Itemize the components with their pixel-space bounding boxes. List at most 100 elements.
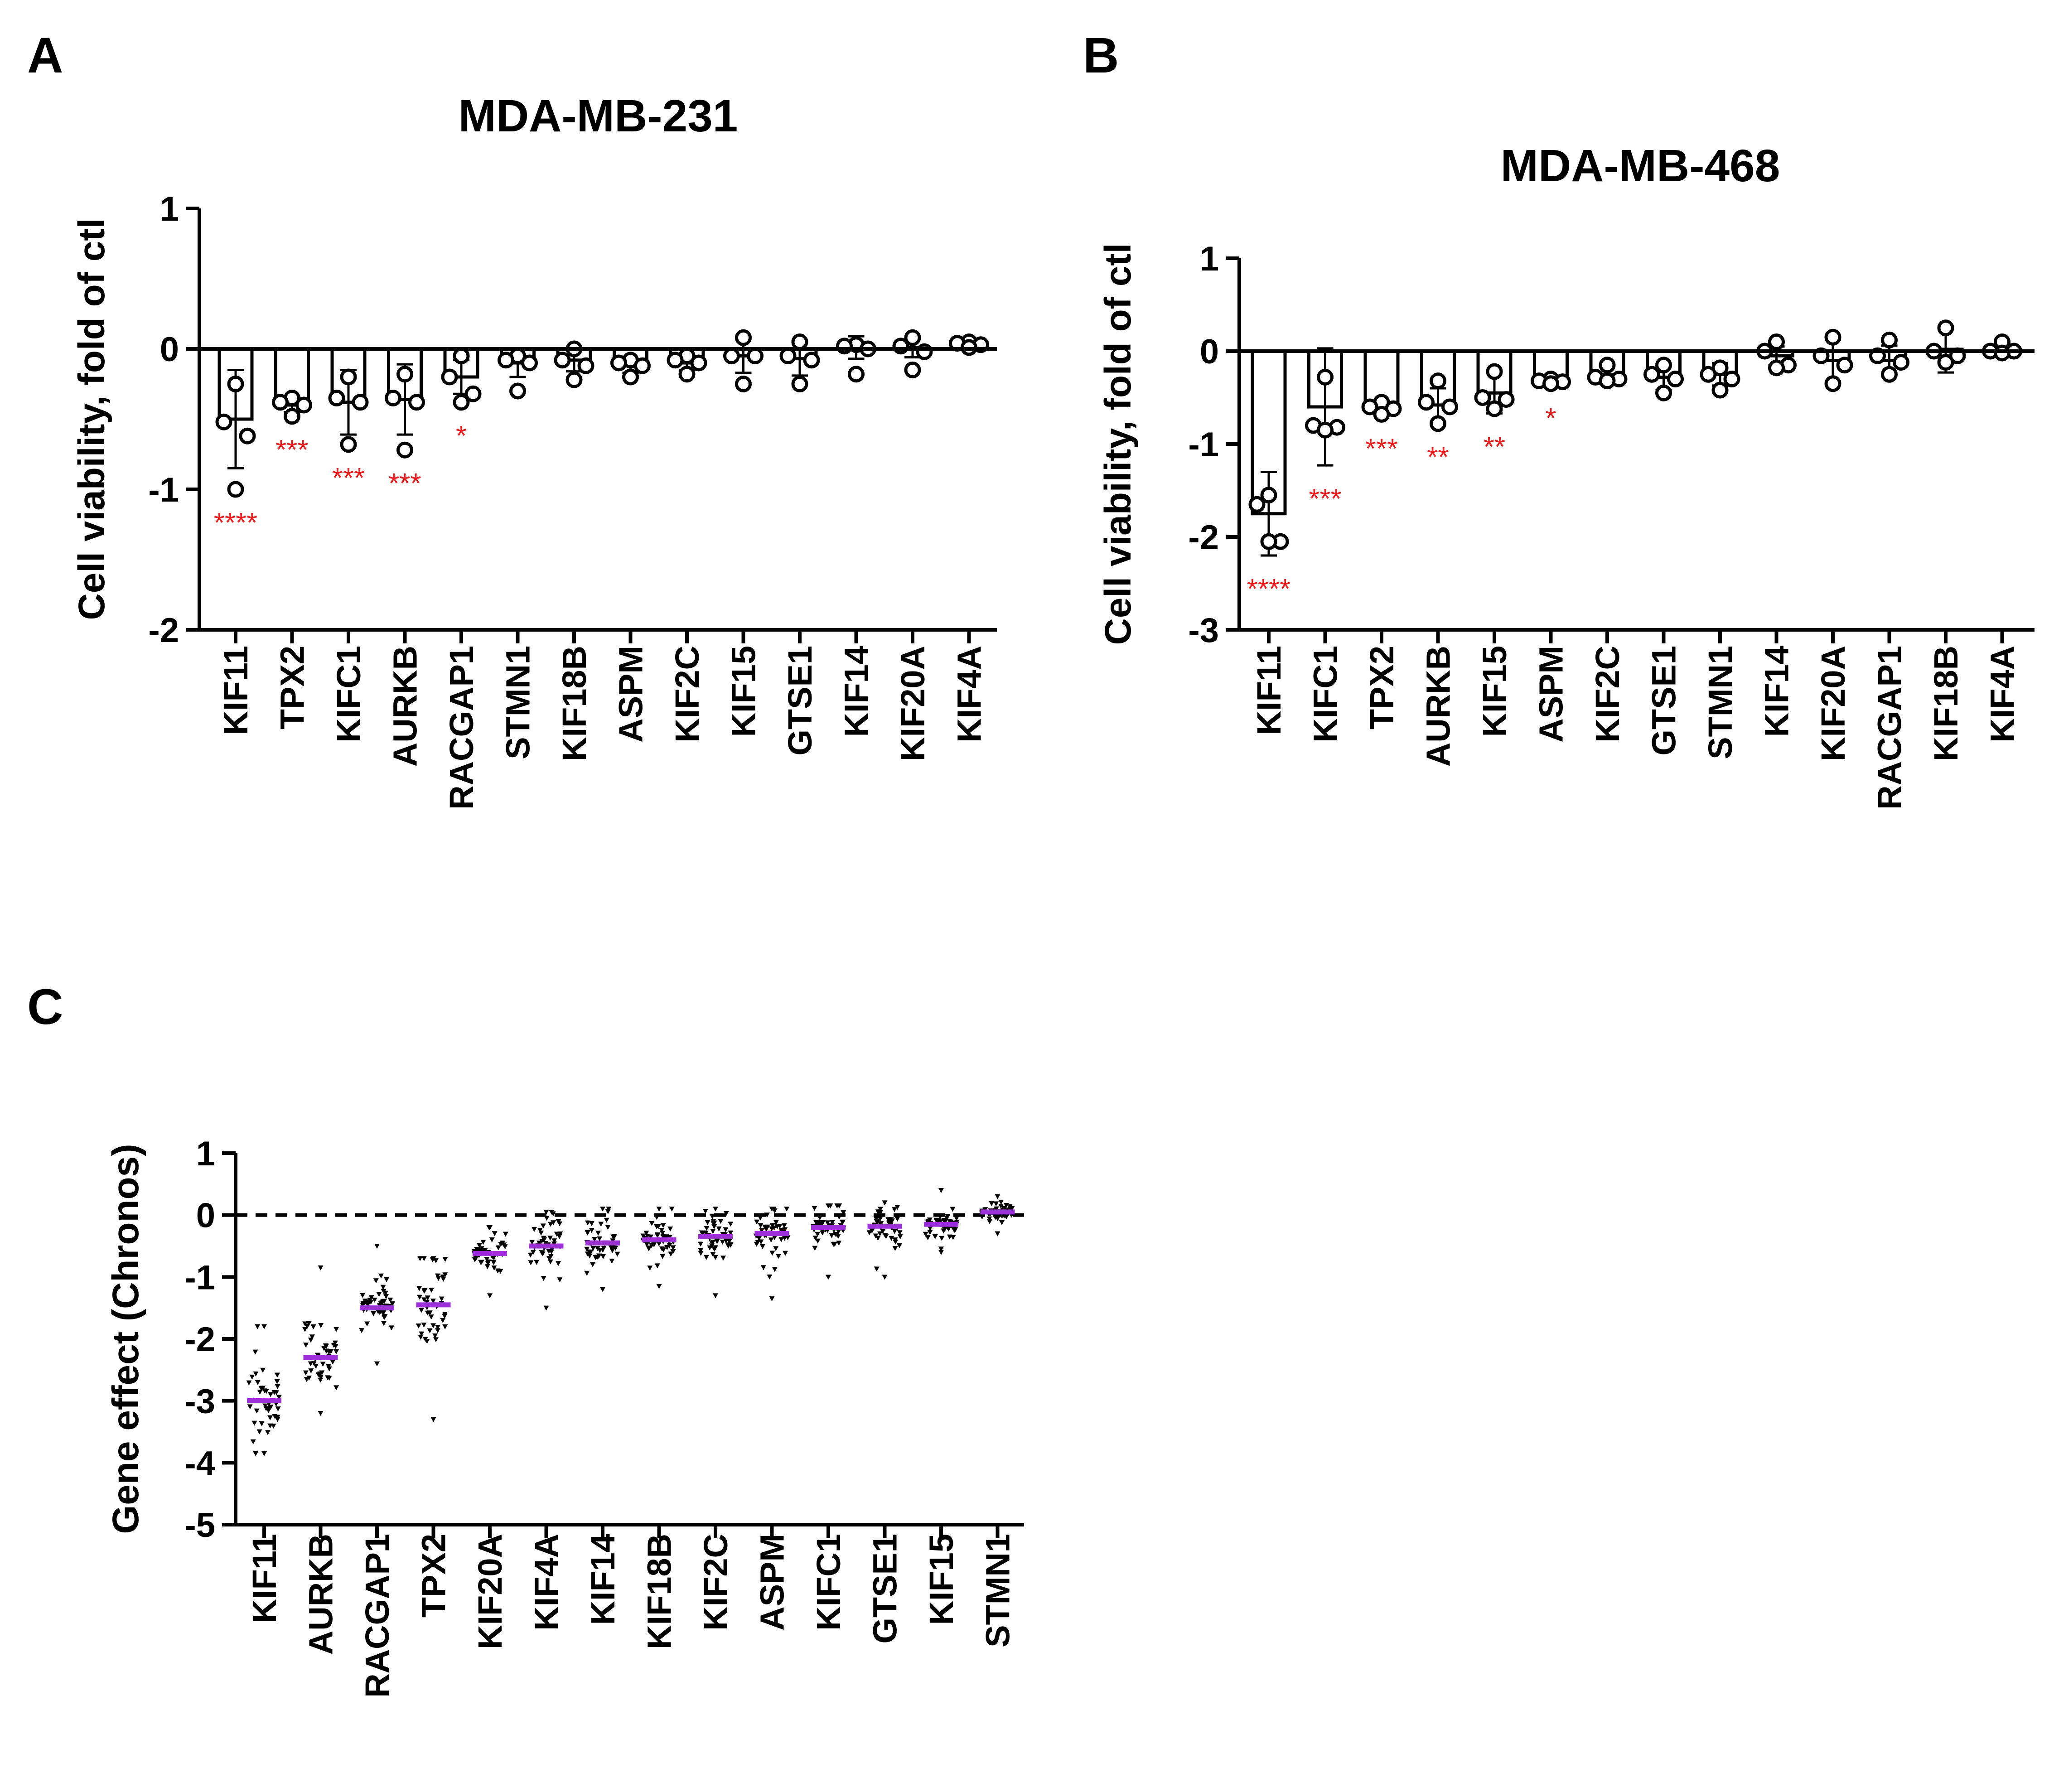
gene-effect-point	[649, 1221, 655, 1227]
gene-effect-point	[762, 1224, 768, 1230]
gene-effect-point	[537, 1227, 543, 1233]
gene-effect-point	[889, 1236, 894, 1241]
gene-effect-point	[769, 1251, 775, 1256]
gene-effect-point	[654, 1263, 660, 1269]
data-point	[1655, 384, 1672, 401]
data-point	[892, 338, 909, 355]
gene-effect-point	[247, 1404, 253, 1410]
gene-effect-point	[819, 1222, 825, 1227]
gene-effect-point	[835, 1233, 841, 1239]
x-tick-label: KIF4A	[951, 646, 988, 743]
gene-effect-point	[820, 1230, 826, 1236]
gene-effect-point	[640, 1233, 646, 1239]
y-tick-label: -2	[148, 611, 179, 650]
gene-effect-point	[769, 1207, 775, 1212]
gene-effect-point	[252, 1349, 258, 1355]
gene-effect-point	[927, 1230, 933, 1235]
gene-effect-point	[557, 1231, 563, 1237]
gene-effect-point	[758, 1223, 764, 1228]
gene-effect-point	[268, 1392, 274, 1397]
gene-effect-point	[433, 1258, 439, 1264]
gene-effect-point	[728, 1222, 734, 1227]
data-point	[227, 376, 244, 392]
gene-effect-point	[769, 1223, 775, 1228]
gene-effect-point	[659, 1246, 665, 1251]
data-point	[1599, 372, 1616, 390]
gene-effect-point	[644, 1242, 650, 1247]
gene-effect-point	[703, 1255, 709, 1260]
gene-effect-point	[418, 1308, 424, 1313]
gene-effect-point	[259, 1421, 265, 1426]
gene-effect-point	[587, 1253, 593, 1259]
gene-effect-point	[756, 1236, 762, 1241]
panel-label-c: C	[27, 979, 63, 1035]
gene-effect-point	[325, 1375, 331, 1381]
gene-effect-point	[711, 1224, 717, 1229]
gene-effect-point	[829, 1220, 835, 1225]
gene-effect-point	[547, 1236, 553, 1241]
gene-effect-point	[718, 1219, 724, 1224]
gene-effect-point	[586, 1250, 592, 1255]
gene-effect-point	[326, 1350, 332, 1355]
data-point	[1373, 406, 1390, 423]
gene-effect-point	[777, 1223, 783, 1229]
gene-effect-point	[421, 1256, 427, 1261]
gene-effect-point	[271, 1423, 276, 1429]
gene-effect-point	[427, 1328, 433, 1333]
x-tick-label: RACGAP1	[1871, 646, 1909, 810]
gene-effect-point	[302, 1327, 308, 1332]
gene-effect-point	[773, 1220, 779, 1225]
data-point	[554, 352, 571, 369]
gene-effect-point	[308, 1368, 314, 1374]
gene-effect-point	[429, 1288, 435, 1293]
gene-effect-point	[254, 1408, 260, 1414]
gene-effect-point	[707, 1245, 713, 1251]
x-tick-label: STMN1	[979, 1534, 1017, 1647]
gene-effect-point	[711, 1246, 717, 1252]
gene-effect-point	[253, 1371, 259, 1377]
gene-effect-point	[874, 1266, 880, 1272]
x-tick-label: AURKB	[302, 1534, 340, 1655]
gene-effect-point	[557, 1277, 563, 1283]
gene-effect-point	[894, 1205, 900, 1210]
gene-effect-point	[841, 1210, 846, 1216]
gene-effect-point	[372, 1297, 377, 1303]
gene-effect-point	[417, 1256, 423, 1261]
gene-effect-point	[925, 1235, 931, 1241]
gene-effect-point	[643, 1231, 649, 1236]
x-tick-label: KIF4A	[528, 1534, 565, 1631]
gene-effect-point	[422, 1337, 428, 1342]
data-point	[1937, 319, 1954, 337]
data-point	[747, 348, 764, 364]
data-point	[284, 408, 300, 425]
gene-effect-point	[251, 1420, 257, 1426]
gene-effect-point	[491, 1266, 497, 1271]
gene-effect-point	[489, 1237, 495, 1242]
gene-effect-point	[364, 1321, 370, 1327]
data-point	[340, 368, 357, 386]
y-tick-label: -4	[184, 1444, 215, 1483]
gene-effect-point	[491, 1255, 497, 1260]
gene-effect-point	[556, 1261, 561, 1266]
gene-effect-point	[989, 1201, 995, 1207]
data-point	[803, 352, 820, 369]
gene-effect-point	[541, 1236, 546, 1241]
gene-effect-point	[893, 1239, 899, 1245]
gene-effect-point	[382, 1290, 388, 1296]
gene-effect-point	[389, 1325, 395, 1331]
gene-effect-point	[995, 1231, 1000, 1237]
gene-effect-point	[776, 1254, 782, 1259]
x-tick-label: ASPM	[1532, 646, 1570, 743]
gene-effect-point	[705, 1220, 710, 1225]
gene-effect-point	[532, 1227, 537, 1232]
data-point	[352, 394, 369, 411]
gene-effect-point	[704, 1226, 710, 1231]
gene-effect-point	[712, 1255, 718, 1260]
data-point	[1994, 344, 2011, 362]
gene-effect-point	[418, 1334, 424, 1340]
gene-effect-point	[543, 1209, 549, 1215]
gene-effect-point	[257, 1389, 263, 1395]
gene-effect-point	[261, 1324, 267, 1329]
gene-effect-point	[268, 1405, 274, 1410]
data-point	[577, 357, 594, 374]
